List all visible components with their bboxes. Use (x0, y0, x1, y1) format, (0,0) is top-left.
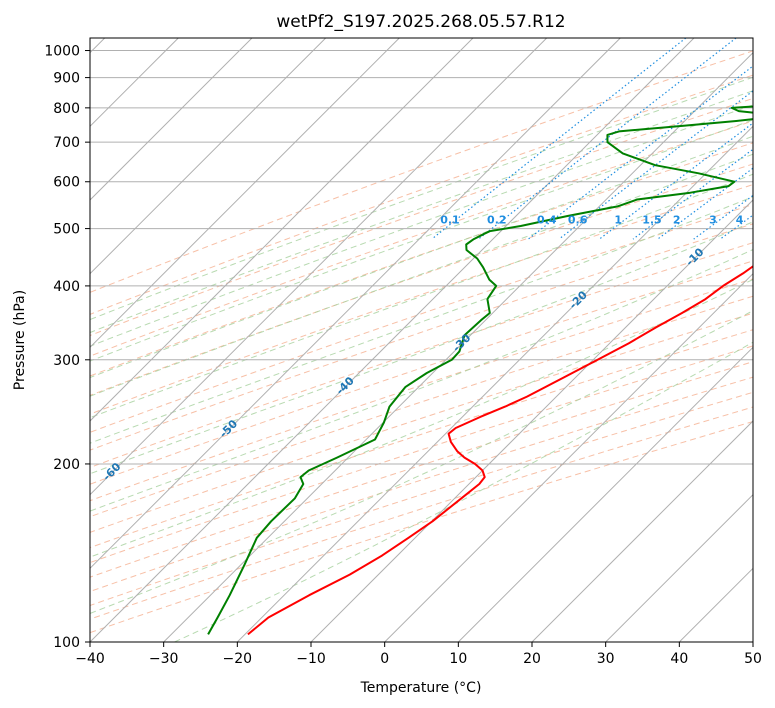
y-tick-label: 900 (53, 71, 80, 87)
x-tick-label: 20 (523, 651, 541, 667)
isotherm-line (90, 38, 474, 422)
isotherm-line (236, 125, 753, 642)
mixing-ratio-label: 0.4 (537, 214, 557, 227)
y-tick-label: 500 (53, 222, 80, 238)
x-tick-label: −20 (223, 651, 253, 667)
isotherm-line (90, 38, 400, 349)
y-tick-label: 700 (53, 135, 80, 151)
moist-adiabat-line (90, 119, 753, 362)
x-tick-label: 50 (744, 651, 762, 667)
x-tick-label: −10 (296, 651, 326, 667)
isotherm-line (90, 38, 253, 201)
background-lines (90, 38, 775, 642)
moist-adiabat-line (90, 221, 753, 475)
mixing-ratio-label: 3 (709, 214, 717, 227)
mixing-ratio-line (657, 167, 753, 240)
mixing-ratio-label: 1.5 (642, 214, 662, 227)
moist-adiabat-line (90, 153, 753, 397)
isotherm-line (90, 38, 548, 496)
dry-adiabat-line (90, 242, 753, 468)
mixing-ratio-line (632, 148, 753, 240)
dry-adiabat-line (90, 163, 753, 396)
plot-frame (89, 37, 754, 643)
y-axis: 100 200 300 400 500 600 700 800 900 1000 (44, 44, 90, 651)
isotherm-line (90, 38, 621, 570)
x-axis-label: Temperature (°C) (360, 680, 482, 696)
mixing-ratio-line (759, 38, 775, 239)
line-labels: 0.10.20.40.611.52346810131620253036-100-… (0, 214, 744, 526)
moist-adiabat-line (90, 76, 753, 321)
mixing-ratio-label: 1 (614, 214, 622, 227)
y-tick-label: 1000 (44, 44, 80, 60)
mixing-ratio-label: 4 (736, 214, 744, 227)
isotherm-line (90, 38, 695, 642)
dewpoint-profile-line (207, 105, 753, 635)
mixing-ratio-line (478, 38, 737, 240)
chart-title: wetPf2_S197.2025.268.05.57.R12 (276, 12, 565, 32)
isotherm-label: -10 (683, 245, 706, 268)
isotherm-line (457, 346, 753, 642)
x-tick-label: 10 (449, 651, 467, 667)
x-tick-label: −40 (75, 651, 105, 667)
dry-adiabat-line (90, 74, 753, 315)
dry-adiabat-line (90, 329, 753, 549)
mixing-ratio-label: 0.6 (568, 214, 588, 227)
dry-adiabat-line (90, 184, 753, 415)
y-tick-label: 800 (53, 101, 80, 117)
plot-area: 0.10.20.40.611.52346810131620253036-100-… (0, 38, 775, 642)
dry-adiabat-line (90, 142, 753, 377)
dry-adiabat-line (90, 223, 753, 451)
y-tick-label: 400 (53, 279, 80, 295)
dry-adiabat-line (90, 97, 753, 337)
isotherm-line (384, 272, 753, 642)
temperature-profile-line (247, 265, 753, 636)
mixing-ratio-line (693, 194, 753, 240)
isotherm-line (752, 641, 753, 642)
x-tick-label: −30 (149, 651, 179, 667)
isotherm-line (531, 420, 753, 642)
y-tick-label: 600 (53, 175, 80, 191)
x-axis: −40 −30 −20 −10 0 10 20 30 40 50 (75, 642, 762, 667)
moist-adiabat-line (90, 248, 753, 512)
y-tick-label: 300 (53, 353, 80, 369)
mixing-ratio-label: 0.1 (440, 214, 460, 227)
y-tick-label: 200 (53, 457, 80, 473)
dry-adiabat-line (90, 278, 753, 502)
isotherm-line (163, 51, 753, 642)
x-tick-label: 40 (670, 651, 688, 667)
y-axis-label: Pressure (hPa) (12, 290, 28, 390)
mixing-ratio-line (431, 38, 687, 240)
y-tick-label: 100 (53, 635, 80, 651)
isotherm-line (605, 493, 753, 642)
mixing-ratio-label: 0.2 (487, 214, 507, 227)
dry-adiabat-line (90, 361, 753, 578)
moist-adiabat-line (90, 196, 753, 444)
isotherm-label: -20 (567, 288, 590, 311)
sounding-profiles (207, 105, 753, 636)
dry-adiabat-line (90, 376, 753, 593)
isotherm-label: -40 (334, 374, 357, 397)
dry-adiabat-line (90, 312, 753, 533)
isotherm-line (90, 38, 327, 275)
isotherm-line (678, 567, 753, 642)
dry-adiabat-line (90, 50, 753, 293)
mixing-ratio-line (599, 122, 753, 240)
x-tick-label: 0 (380, 651, 389, 667)
x-tick-label: 30 (597, 651, 615, 667)
isotherm-line (310, 199, 753, 642)
moist-adiabat-line (90, 90, 753, 334)
mixing-ratio-label: 2 (673, 214, 681, 227)
moist-adiabat-line (90, 278, 753, 558)
isotherm-label: -70 (0, 503, 7, 526)
dry-adiabat-line (90, 421, 753, 634)
